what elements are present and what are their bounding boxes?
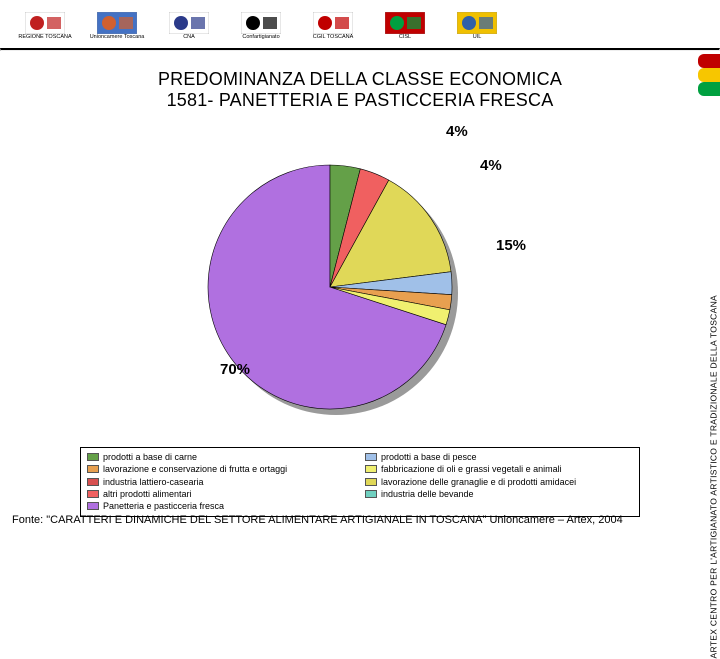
source-text: Fonte: "CARATTERI E DINAMICHE DEL SETTOR… <box>12 514 623 526</box>
page-title: PREDOMINANZA DELLA CLASSE ECONOMICA 1581… <box>40 69 680 111</box>
legend-swatch <box>365 465 377 473</box>
legend-item: Panetteria e pasticceria fresca <box>87 501 355 512</box>
pie-pct-label: 15% <box>496 237 526 254</box>
legend-box: prodotti a base di carne prodotti a base … <box>80 447 640 517</box>
legend-label: lavorazione e conservazione di frutta e … <box>103 464 287 475</box>
pie-chart <box>200 157 480 437</box>
legend-item: industria delle bevande <box>365 489 633 500</box>
pie-chart-area: 70% 4% 4% 15% <box>120 117 600 447</box>
legend-swatch <box>87 465 99 473</box>
legend-label: fabbricazione di oli e grassi vegetali e… <box>381 464 562 475</box>
title-line-2: 1581- PANETTERIA E PASTICCERIA FRESCA <box>40 90 680 111</box>
logo-cisl: CISL <box>376 8 434 44</box>
header-divider <box>0 48 720 51</box>
legend-swatch <box>87 490 99 498</box>
pie-pct-label: 4% <box>480 157 502 174</box>
logo-uil: UIL <box>448 8 506 44</box>
legend-item: altri prodotti alimentari <box>87 489 355 500</box>
legend-label: prodotti a base di carne <box>103 452 197 463</box>
logo-cgil: CGIL TOSCANA <box>304 8 362 44</box>
side-credit: ARTEX CENTRO PER L'ARTIGIANATO ARTISTICO… <box>709 295 719 659</box>
legend-swatch <box>87 478 99 486</box>
legend-label: altri prodotti alimentari <box>103 489 192 500</box>
legend-label: lavorazione delle granaglie e di prodott… <box>381 477 576 488</box>
legend-label: Panetteria e pasticceria fresca <box>103 501 224 512</box>
color-tab-1 <box>698 68 720 82</box>
color-tabs <box>698 54 720 96</box>
legend-item: lavorazione delle granaglie e di prodott… <box>365 477 633 488</box>
legend-swatch <box>87 502 99 510</box>
legend-label: industria delle bevande <box>381 489 474 500</box>
color-tab-2 <box>698 82 720 96</box>
legend-swatch <box>365 490 377 498</box>
legend-swatch <box>87 453 99 461</box>
legend-label: prodotti a base di pesce <box>381 452 477 463</box>
logo-confartigianato: Confartigianato <box>232 8 290 44</box>
logo-bar: REGIONE TOSCANA Unioncamere Toscana CNA … <box>0 0 720 48</box>
legend-item: fabbricazione di oli e grassi vegetali e… <box>365 464 633 475</box>
color-tab-0 <box>698 54 720 68</box>
legend-item: prodotti a base di pesce <box>365 452 633 463</box>
legend-item: lavorazione e conservazione di frutta e … <box>87 464 355 475</box>
pie-pct-label: 70% <box>220 361 250 378</box>
title-line-1: PREDOMINANZA DELLA CLASSE ECONOMICA <box>40 69 680 90</box>
logo-regione-toscana: REGIONE TOSCANA <box>16 8 74 44</box>
legend-swatch <box>365 453 377 461</box>
legend-label: industria lattiero-casearia <box>103 477 204 488</box>
logo-unioncamere-toscana: Unioncamere Toscana <box>88 8 146 44</box>
logo-cna: CNA <box>160 8 218 44</box>
legend-swatch <box>365 478 377 486</box>
legend-item: prodotti a base di carne <box>87 452 355 463</box>
pie-pct-label: 4% <box>446 123 468 140</box>
legend-item: industria lattiero-casearia <box>87 477 355 488</box>
